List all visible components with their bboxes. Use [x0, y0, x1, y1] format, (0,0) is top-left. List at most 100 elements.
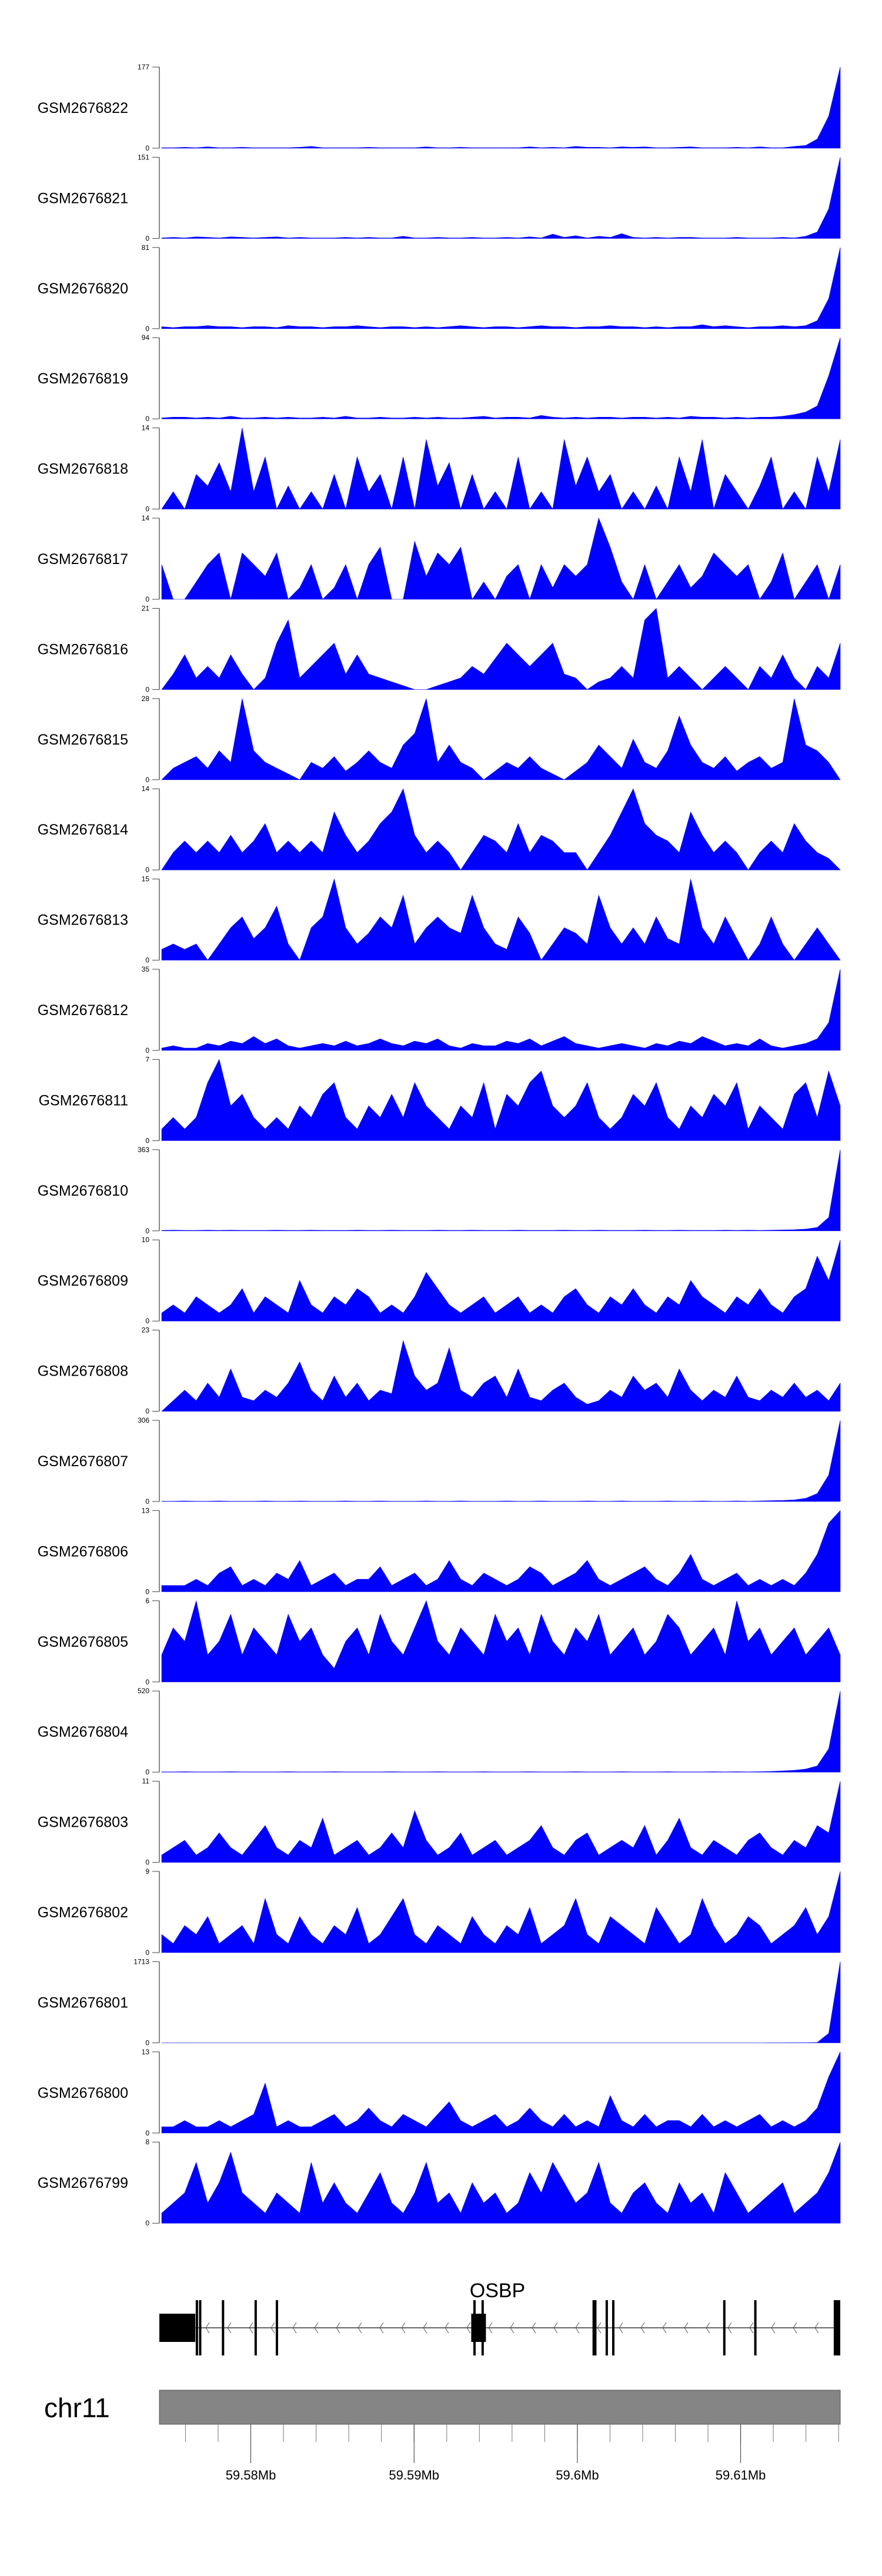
- y-zero-label: 0: [145, 1497, 149, 1506]
- y-zero-label: 0: [145, 776, 149, 784]
- track-GSM2676807: GSM2676807 306 0: [38, 1416, 841, 1506]
- y-zero-label: 0: [145, 1678, 149, 1686]
- y-max-label: 7: [145, 1055, 149, 1063]
- strand-arrow-icon: [510, 2322, 514, 2334]
- y-max-label: 14: [142, 514, 150, 522]
- signal-area: [161, 1781, 841, 1863]
- signal-area: [161, 247, 841, 329]
- strand-arrow-icon: [640, 2322, 645, 2334]
- y-max-label: 306: [138, 1416, 149, 1424]
- signal-area: [161, 1420, 841, 1502]
- chromosome-bar: [159, 2390, 841, 2425]
- y-zero-label: 0: [145, 956, 149, 965]
- coverage-tracks: GSM26768221770GSM26768211510GSM267682081…: [38, 63, 841, 2227]
- track-GSM2676817: GSM2676817 14 0: [38, 514, 841, 603]
- track-GSM2676818: GSM2676818 14 0: [38, 424, 841, 513]
- y-zero-label: 0: [145, 144, 149, 152]
- exon: [723, 2300, 726, 2355]
- strand-arrow-icon: [445, 2322, 449, 2334]
- track-GSM2676800: GSM2676800 13 0: [38, 2048, 841, 2137]
- y-zero-label: 0: [145, 1046, 149, 1055]
- utr-block: [159, 2314, 196, 2342]
- signal-area: [161, 1340, 841, 1412]
- x-tick-label: 59.6Mb: [556, 2468, 599, 2482]
- strand-arrow-icon: [227, 2322, 232, 2334]
- y-max-label: 81: [142, 243, 150, 252]
- strand-arrow-icon: [249, 2322, 253, 2334]
- y-max-label: 10: [142, 1236, 150, 1244]
- track-GSM2676810: GSM2676810 363 0: [38, 1146, 841, 1235]
- y-zero-label: 0: [145, 1587, 149, 1596]
- track-GSM2676821: GSM2676821 151 0: [38, 153, 841, 242]
- track-label: GSM2676801: [38, 1994, 128, 2011]
- exon: [195, 2300, 198, 2355]
- strand-arrow-icon: [401, 2322, 406, 2334]
- track-label: GSM2676820: [38, 281, 128, 297]
- signal-area: [161, 157, 841, 239]
- exon-end-block: [833, 2300, 840, 2355]
- strand-arrow-icon: [336, 2322, 340, 2334]
- track-GSM2676811: GSM2676811 7 0: [39, 1055, 841, 1144]
- track-GSM2676805: GSM2676805 6 0: [38, 1597, 841, 1686]
- signal-area: [161, 969, 841, 1051]
- y-zero-label: 0: [145, 1858, 149, 1867]
- y-max-label: 520: [138, 1687, 149, 1695]
- exon: [222, 2300, 225, 2355]
- strand-arrow-icon: [575, 2322, 580, 2334]
- y-max-label: 94: [142, 333, 150, 342]
- x-tick-label: 59.58Mb: [226, 2468, 276, 2482]
- y-zero-label: 0: [145, 505, 149, 513]
- signal-area: [161, 608, 841, 690]
- track-GSM2676808: GSM2676808 23 0: [38, 1326, 841, 1416]
- track-GSM2676812: GSM2676812 35 0: [38, 965, 841, 1055]
- strand-arrow-icon: [270, 2322, 275, 2334]
- track-label: GSM2676806: [38, 1543, 128, 1560]
- track-label: GSM2676817: [38, 551, 128, 568]
- track-label: GSM2676819: [38, 371, 128, 387]
- y-max-label: 23: [142, 1326, 150, 1334]
- track-label: GSM2676810: [38, 1183, 128, 1199]
- signal-area: [161, 1510, 841, 1592]
- y-max-label: 28: [142, 695, 150, 703]
- strand-arrow-icon: [727, 2322, 732, 2334]
- signal-area: [161, 788, 841, 870]
- coding-block: [471, 2314, 486, 2342]
- signal-area: [161, 698, 841, 780]
- strand-arrow-icon: [684, 2322, 689, 2334]
- strand-arrow-icon: [619, 2322, 623, 2334]
- y-zero-label: 0: [145, 1317, 149, 1325]
- y-max-label: 151: [138, 153, 149, 161]
- strand-arrow-icon: [379, 2322, 384, 2334]
- y-zero-label: 0: [145, 2129, 149, 2137]
- y-max-label: 11: [142, 1777, 150, 1786]
- y-max-label: 9: [145, 1867, 149, 1876]
- track-GSM2676809: GSM2676809 10 0: [38, 1236, 841, 1325]
- strand-arrow-icon: [597, 2322, 602, 2334]
- track-label: GSM2676804: [38, 1724, 128, 1740]
- track-GSM2676816: GSM2676816 21 0: [38, 604, 841, 693]
- y-zero-label: 0: [145, 325, 149, 333]
- track-GSM2676820: GSM2676820 81 0: [38, 243, 841, 333]
- y-zero-label: 0: [145, 1136, 149, 1144]
- y-zero-label: 0: [145, 595, 149, 603]
- signal-area: [161, 1059, 841, 1141]
- y-zero-label: 0: [145, 2219, 149, 2227]
- track-label: GSM2676805: [38, 1634, 128, 1650]
- y-max-label: 6: [145, 1597, 149, 1605]
- y-zero-label: 0: [145, 685, 149, 693]
- track-label: GSM2676818: [38, 461, 128, 478]
- y-max-label: 14: [142, 424, 150, 432]
- signal-area: [161, 1240, 841, 1322]
- strand-arrow-icon: [205, 2322, 210, 2334]
- track-GSM2676814: GSM2676814 14 0: [38, 785, 841, 874]
- track-GSM2676806: GSM2676806 13 0: [38, 1506, 841, 1596]
- y-zero-label: 0: [145, 1407, 149, 1416]
- exon: [199, 2300, 202, 2355]
- strand-arrow-icon: [466, 2322, 471, 2334]
- y-zero-label: 0: [145, 415, 149, 423]
- exon: [254, 2300, 257, 2355]
- track-GSM2676804: GSM2676804 520 0: [38, 1687, 841, 1776]
- y-max-label: 8: [145, 2138, 149, 2146]
- track-GSM2676815: GSM2676815 28 0: [38, 695, 841, 784]
